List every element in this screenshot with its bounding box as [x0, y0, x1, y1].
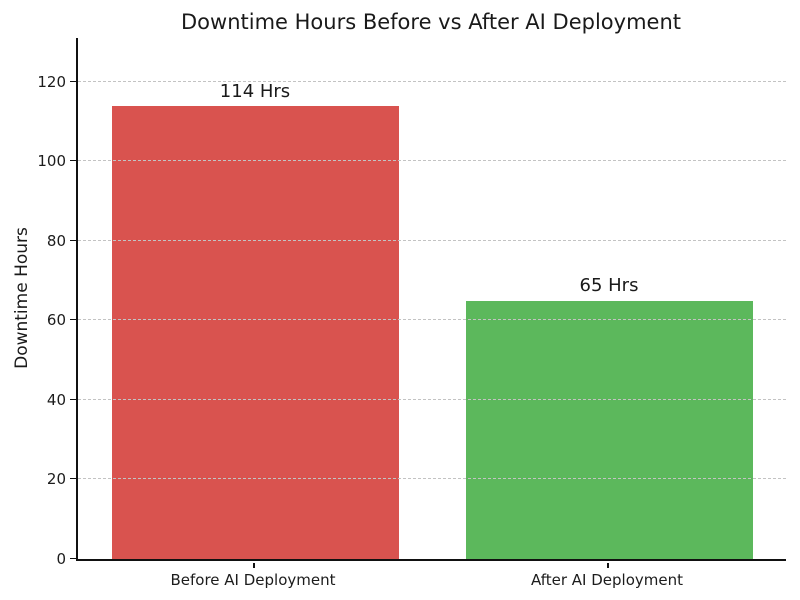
gridline — [78, 80, 786, 82]
y-tick-label: 0 — [56, 550, 66, 568]
y-tick-mark — [70, 239, 76, 241]
y-tick-label: 20 — [46, 470, 66, 489]
gridline — [78, 478, 786, 480]
x-tick-mark — [607, 563, 609, 568]
bar-value-label: 65 Hrs — [579, 275, 639, 297]
y-tick-mark — [70, 160, 76, 162]
chart-title: Downtime Hours Before vs After AI Deploy… — [181, 10, 681, 34]
gridline — [78, 239, 786, 241]
y-axis-ticks: 0 20 40 60 80 100 120 — [0, 38, 76, 568]
bar-before-ai-deployment — [111, 105, 399, 559]
gridline — [78, 160, 786, 162]
x-tick-label: Before AI Deployment — [170, 571, 336, 589]
y-tick-mark — [70, 80, 76, 82]
gridline — [78, 398, 786, 400]
plot-area: 114 Hrs 65 Hrs — [76, 38, 786, 561]
x-tick-mark — [253, 563, 255, 568]
y-tick-mark — [70, 398, 76, 400]
bar-value-label: 114 Hrs — [219, 80, 291, 102]
y-tick-label: 40 — [46, 390, 66, 409]
y-tick-label: 100 — [37, 152, 66, 171]
bar-after-ai-deployment — [465, 300, 753, 559]
gridline — [78, 319, 786, 321]
y-tick-label: 60 — [46, 311, 66, 330]
y-tick-label: 80 — [46, 231, 66, 250]
x-tick-label: After AI Deployment — [531, 571, 683, 589]
y-tick-mark — [70, 319, 76, 321]
x-axis-ticks: Before AI Deployment After AI Deployment — [76, 561, 786, 600]
y-tick-mark — [70, 558, 76, 559]
y-tick-label: 120 — [37, 72, 66, 91]
y-tick-mark — [70, 478, 76, 480]
